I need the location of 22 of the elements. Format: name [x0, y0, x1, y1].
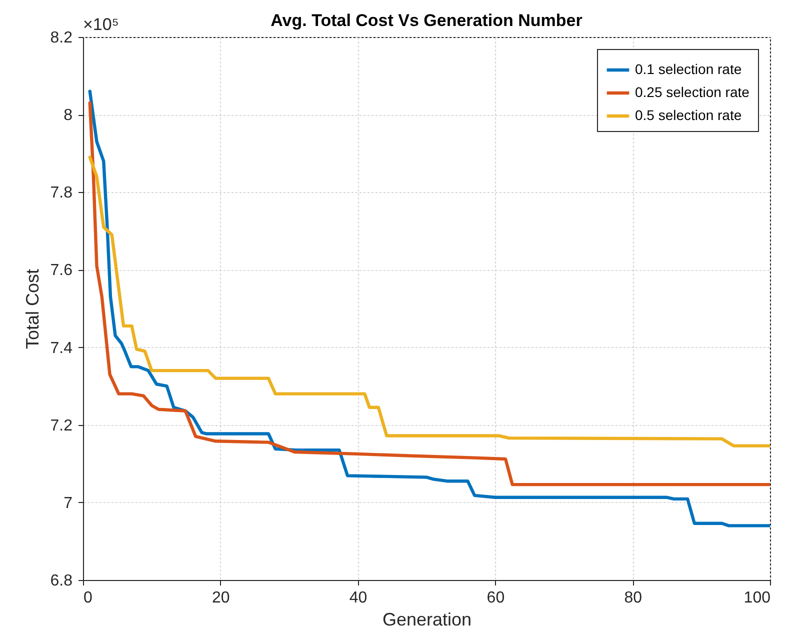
y-tick-label: 6.8 — [50, 572, 73, 590]
x-tick-label: 0 — [84, 590, 92, 606]
y-tick-label: 7.6 — [50, 262, 73, 280]
legend-label: 0.25 selection rate — [635, 84, 750, 100]
y-tick-label: 8.2 — [50, 30, 73, 46]
y-tick-label: 7.2 — [50, 417, 73, 434]
x-tick-label: 100 — [744, 590, 771, 606]
text: ×10⁵ — [83, 15, 119, 34]
legend-label: 0.5 selection rate — [635, 107, 742, 123]
legend-label: 0.1 selection rate — [635, 61, 742, 77]
x-tick-label: 40 — [349, 590, 368, 606]
x-axis-title: Generation — [382, 610, 472, 630]
x-tick-label: 60 — [486, 590, 505, 606]
y-tick-label: 7 — [64, 494, 73, 512]
y-tick-label: 7.8 — [50, 184, 73, 202]
y-tick-label: 8 — [64, 107, 73, 124]
x-tick-label: 80 — [624, 590, 642, 606]
y-axis-title: Total Cost — [22, 268, 42, 350]
y-tick-label: 7.4 — [50, 340, 73, 357]
chart-title: Avg. Total Cost Vs Generation Number — [270, 11, 583, 30]
line-series — [88, 156, 770, 448]
x-tick-label: 20 — [212, 590, 230, 606]
